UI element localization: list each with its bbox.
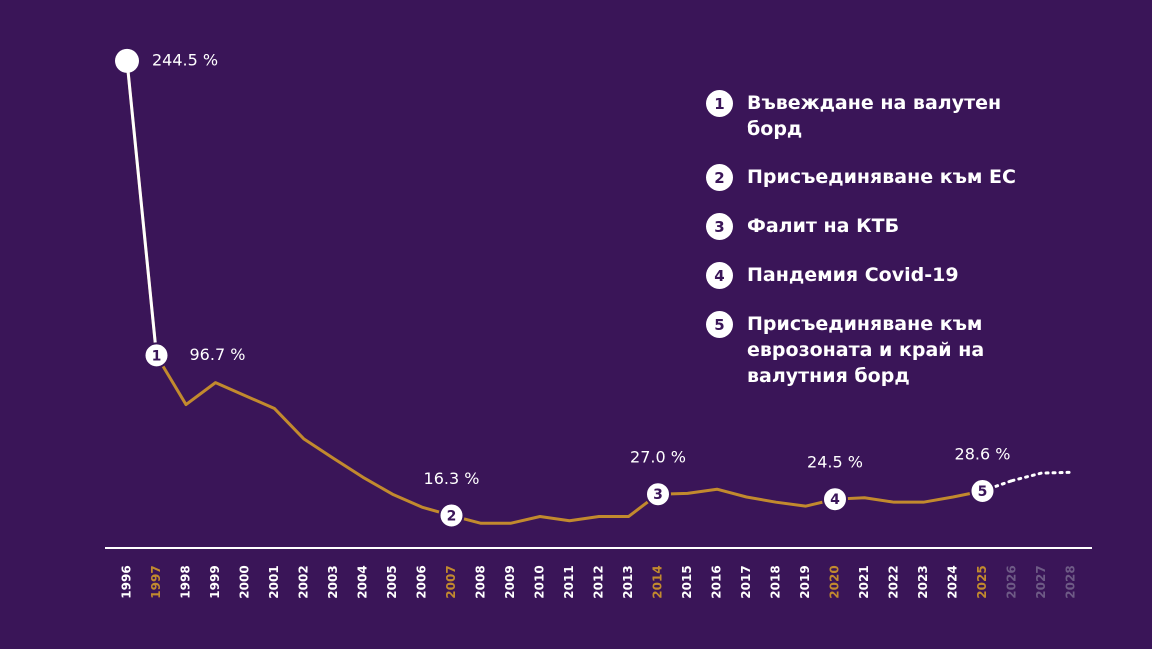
legend-item: 1 Въвеждане на валутен борд <box>706 90 1126 142</box>
x-tick-label: 2021 <box>857 565 871 598</box>
value-label: 24.5 % <box>807 453 863 472</box>
event-marker <box>143 342 170 369</box>
x-tick-label: 2023 <box>916 565 930 598</box>
x-tick-label: 2015 <box>680 565 694 598</box>
x-tick-label: 2000 <box>238 565 252 598</box>
x-tick-label: 2014 <box>651 565 665 598</box>
start-point <box>115 48 139 73</box>
legend-number: 2 <box>706 164 733 191</box>
x-tick-label: 2019 <box>798 565 812 598</box>
x-tick-label: 2001 <box>267 565 281 598</box>
event-number: 5 <box>978 484 988 500</box>
x-tick-label: 2004 <box>356 565 370 598</box>
legend-number: 1 <box>706 90 733 117</box>
x-tick-label: 1998 <box>179 565 193 598</box>
x-tick-label: 1997 <box>149 565 163 598</box>
legend-item: 5 Присъединяване към еврозоната и край на… <box>706 311 1126 389</box>
event-marker <box>822 486 848 513</box>
first-segment <box>125 60 158 356</box>
x-tick-label: 2011 <box>562 565 576 598</box>
x-tick-label: 2018 <box>769 565 783 598</box>
event-number: 4 <box>830 492 840 508</box>
x-tick-label: 2017 <box>739 565 753 598</box>
value-label: 28.6 % <box>955 445 1011 464</box>
legend-label: Въвеждане на валутен борд <box>747 92 1002 140</box>
legend-label: Присъединяване към еврозоната и край на … <box>747 313 985 387</box>
legend-number: 5 <box>706 311 733 338</box>
legend-number: 3 <box>706 213 733 240</box>
event-number: 3 <box>653 487 663 503</box>
forecast-link <box>981 479 1014 493</box>
legend-item: 2 Присъединяване към ЕС <box>706 164 1126 191</box>
legend-label: Фалит на КТБ <box>747 215 900 237</box>
x-tick-label: 1999 <box>208 565 222 598</box>
x-tick-label: 2020 <box>828 565 842 598</box>
x-tick-label: 2007 <box>444 565 458 598</box>
x-tick-label: 2025 <box>975 565 989 598</box>
x-tick-label: 2009 <box>503 565 517 598</box>
x-tick-label: 2012 <box>592 565 606 598</box>
value-label: 96.7 % <box>190 345 246 364</box>
x-tick-label: 2008 <box>474 565 488 598</box>
x-tick-label: 2028 <box>1064 565 1078 598</box>
x-tick-label: 2022 <box>887 565 901 598</box>
event-number: 2 <box>447 509 457 525</box>
x-tick-label: 2002 <box>297 565 311 598</box>
x-tick-label: 2013 <box>621 565 635 598</box>
legend-label: Пандемия Covid-19 <box>747 264 959 286</box>
value-label: 16.3 % <box>424 469 480 488</box>
event-number: 1 <box>152 348 162 364</box>
x-tick-label: 1996 <box>120 565 134 598</box>
event-marker <box>645 481 671 508</box>
event-marker <box>969 478 996 505</box>
legend: 1 Въвеждане на валутен борд 2 Присъединяван… <box>706 90 1126 411</box>
legend-number: 4 <box>706 262 733 289</box>
legend-item: 4 Пандемия Covid-19 <box>706 262 1126 289</box>
legend-item: 3 Фалит на КТБ <box>706 213 1126 240</box>
x-tick-label: 2024 <box>946 565 960 598</box>
x-tick-label: 2027 <box>1034 565 1048 598</box>
value-label: 27.0 % <box>630 448 686 467</box>
x-tick-label: 2003 <box>326 565 340 598</box>
forecast-line <box>1010 470 1073 483</box>
legend-label: Присъединяване към ЕС <box>747 166 1016 188</box>
x-tick-label: 2010 <box>533 565 547 598</box>
x-tick-label: 2016 <box>710 565 724 598</box>
x-tick-label: 2026 <box>1005 565 1019 598</box>
x-tick-label: 2005 <box>385 565 399 598</box>
value-label: 244.5 % <box>152 50 218 69</box>
x-tick-label: 2006 <box>415 565 429 598</box>
event-marker <box>438 502 465 529</box>
